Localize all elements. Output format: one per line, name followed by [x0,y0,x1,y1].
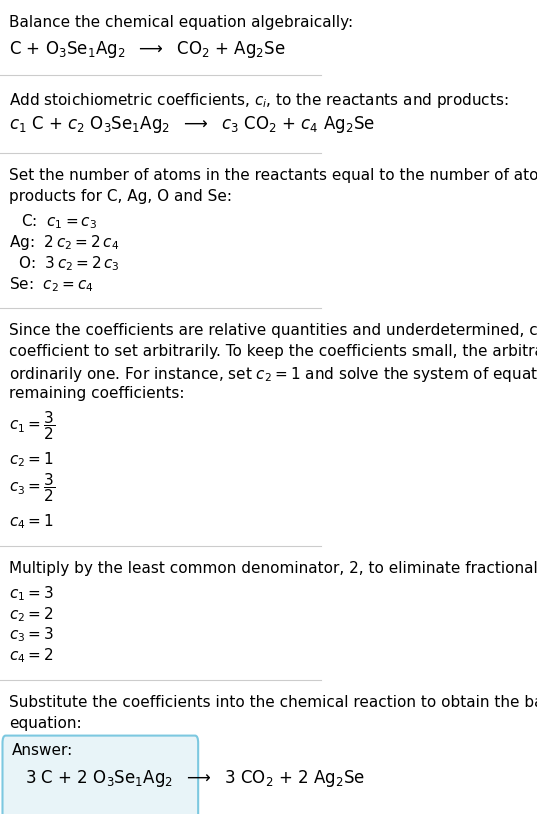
Text: Set the number of atoms in the reactants equal to the number of atoms in the: Set the number of atoms in the reactants… [9,168,537,183]
Text: $c_3 = 3$: $c_3 = 3$ [9,626,54,645]
Text: Since the coefficients are relative quantities and underdetermined, choose a: Since the coefficients are relative quan… [9,323,537,339]
Text: $c_2 = 2$: $c_2 = 2$ [9,605,53,624]
Text: Balance the chemical equation algebraically:: Balance the chemical equation algebraica… [9,15,353,30]
Text: O:  $3\,c_2 = 2\,c_3$: O: $3\,c_2 = 2\,c_3$ [18,254,120,273]
Text: C + O$_3$Se$_1$Ag$_2$  $\longrightarrow$  CO$_2$ + Ag$_2$Se: C + O$_3$Se$_1$Ag$_2$ $\longrightarrow$ … [9,38,286,59]
Text: Substitute the coefficients into the chemical reaction to obtain the balanced: Substitute the coefficients into the che… [9,695,537,710]
Text: equation:: equation: [9,716,82,731]
Text: coefficient to set arbitrarily. To keep the coefficients small, the arbitrary va: coefficient to set arbitrarily. To keep … [9,344,537,359]
Text: $c_4 = 1$: $c_4 = 1$ [9,513,53,532]
Text: Answer:: Answer: [12,743,73,758]
Text: 3 C + 2 O$_3$Se$_1$Ag$_2$  $\longrightarrow$  3 CO$_2$ + 2 Ag$_2$Se: 3 C + 2 O$_3$Se$_1$Ag$_2$ $\longrightarr… [25,768,365,790]
Text: $c_3 = \dfrac{3}{2}$: $c_3 = \dfrac{3}{2}$ [9,471,55,505]
Text: Add stoichiometric coefficients, $c_i$, to the reactants and products:: Add stoichiometric coefficients, $c_i$, … [9,90,509,110]
Text: remaining coefficients:: remaining coefficients: [9,387,184,401]
Text: Ag:  $2\,c_2 = 2\,c_4$: Ag: $2\,c_2 = 2\,c_4$ [9,234,119,252]
FancyBboxPatch shape [3,736,198,814]
Text: Multiply by the least common denominator, 2, to eliminate fractional coefficient: Multiply by the least common denominator… [9,561,537,575]
Text: $c_2 = 1$: $c_2 = 1$ [9,451,53,469]
Text: $c_1 = \dfrac{3}{2}$: $c_1 = \dfrac{3}{2}$ [9,409,55,442]
Text: products for C, Ag, O and Se:: products for C, Ag, O and Se: [9,190,232,204]
Text: ordinarily one. For instance, set $c_2 = 1$ and solve the system of equations fo: ordinarily one. For instance, set $c_2 =… [9,365,537,384]
Text: C:  $c_1 = c_3$: C: $c_1 = c_3$ [21,212,97,231]
Text: $c_1$ C + $c_2$ O$_3$Se$_1$Ag$_2$  $\longrightarrow$  $c_3$ CO$_2$ + $c_4$ Ag$_2: $c_1$ C + $c_2$ O$_3$Se$_1$Ag$_2$ $\long… [9,114,375,135]
Text: $c_4 = 2$: $c_4 = 2$ [9,647,53,666]
Text: Se:  $c_2 = c_4$: Se: $c_2 = c_4$ [9,275,93,294]
Text: $c_1 = 3$: $c_1 = 3$ [9,584,54,602]
